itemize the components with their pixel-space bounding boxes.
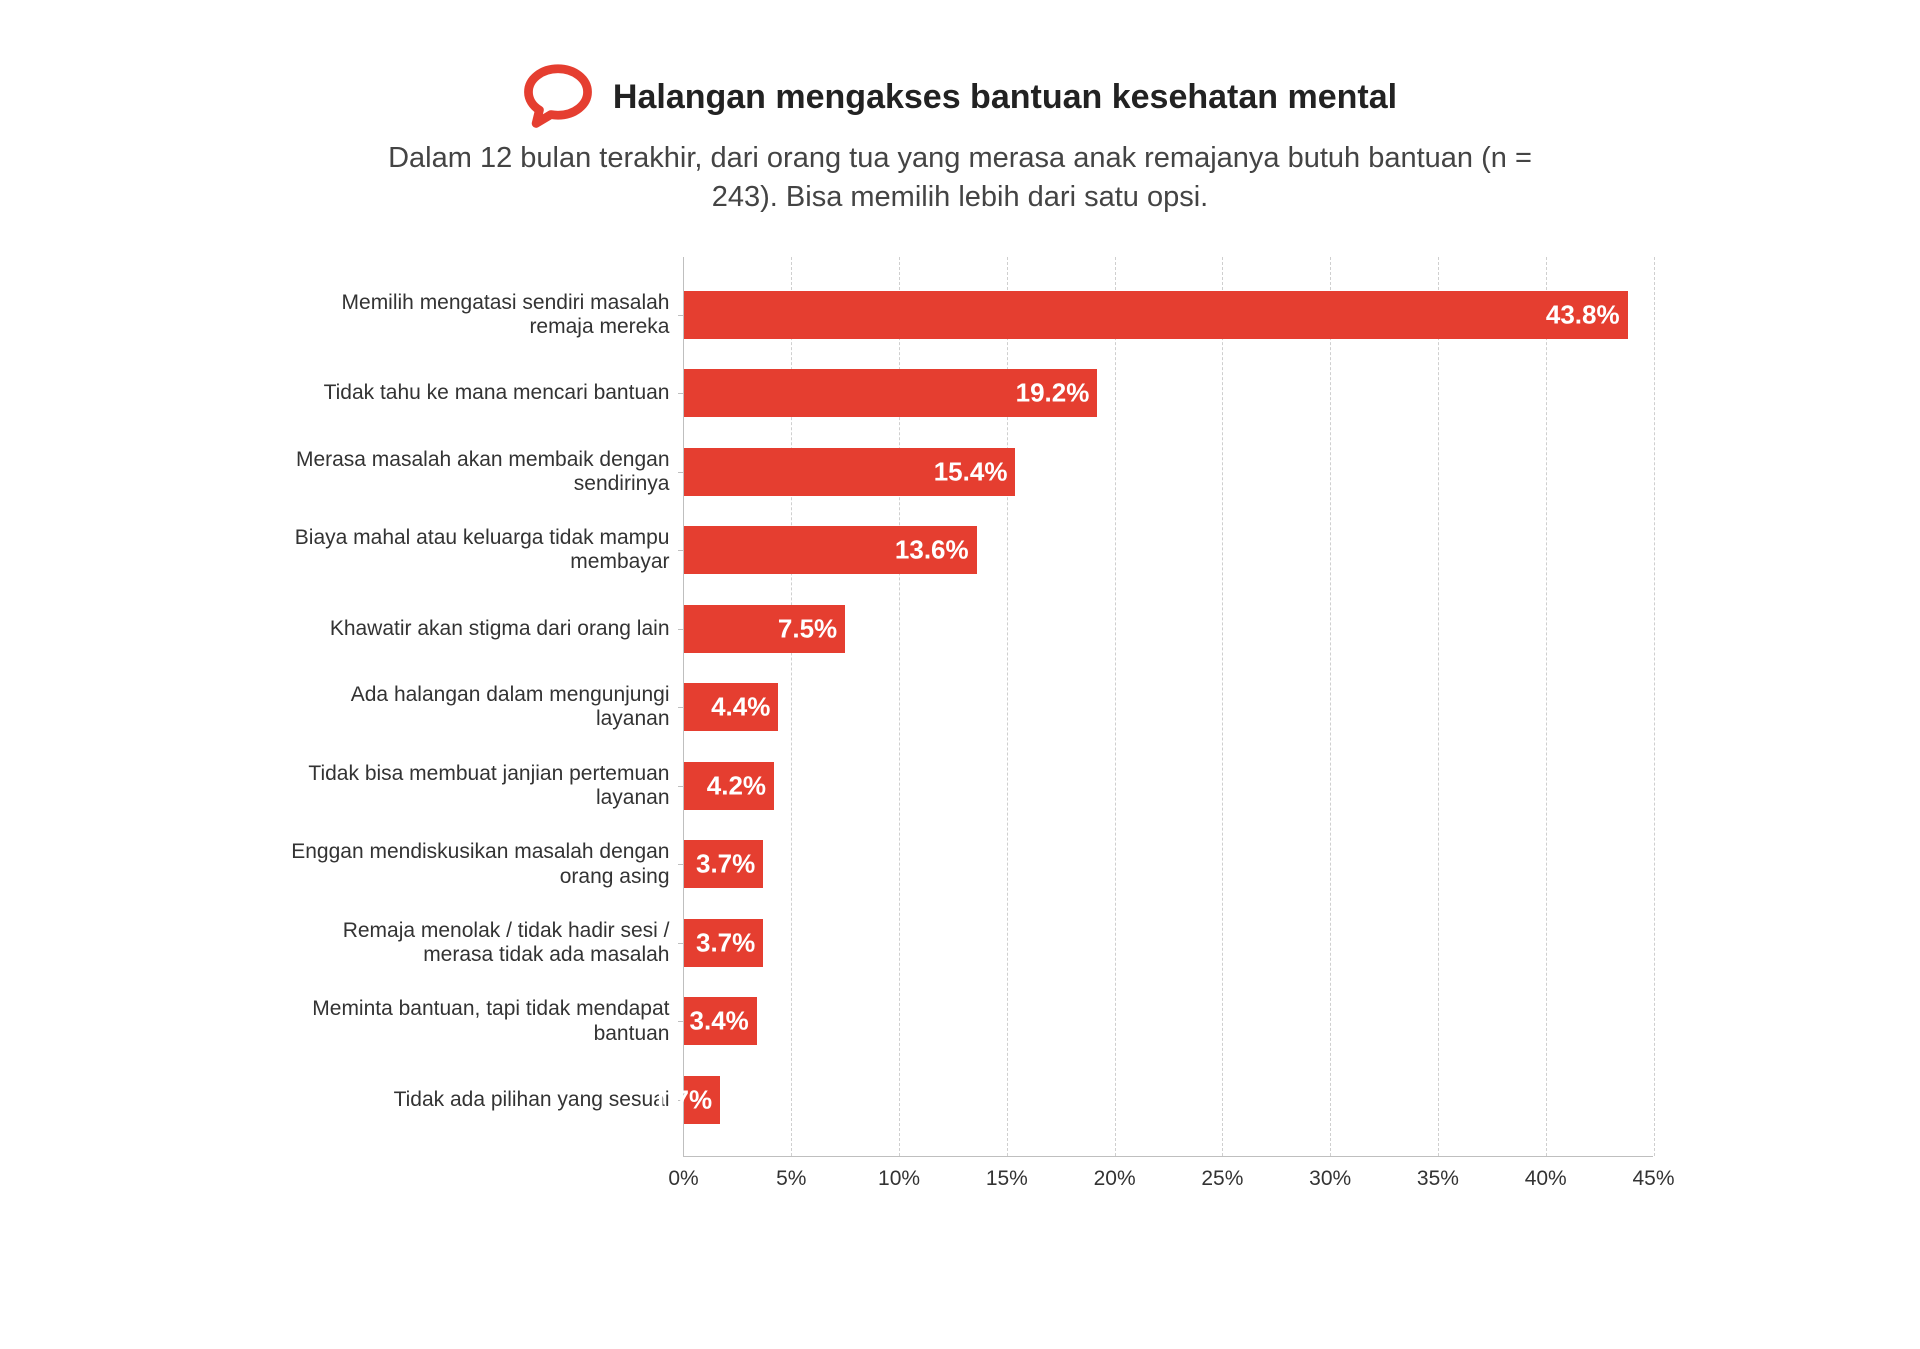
bar-label: Tidak bisa membuat janjian pertemuan lay…: [284, 762, 684, 810]
bar: [684, 291, 1628, 339]
bar-value: 43.8%: [1546, 299, 1620, 330]
bar-value: 13.6%: [895, 535, 969, 566]
x-tick-label: 40%: [1525, 1167, 1567, 1191]
figure-container: Halangan mengakses bantuan kesehatan men…: [0, 0, 1920, 1349]
speech-bubble-icon: [523, 60, 593, 135]
bar-label: Biaya mahal atau keluarga tidak mampu me…: [284, 526, 684, 574]
bar-label: Memilih mengatasi sendiri masalah remaja…: [284, 290, 684, 338]
gridline: [1115, 257, 1116, 1156]
x-tick-label: 35%: [1417, 1167, 1459, 1191]
bar-value: 3.7%: [696, 927, 755, 958]
bar-value: 4.4%: [711, 692, 770, 723]
gridline: [1222, 257, 1223, 1156]
chart-title: Halangan mengakses bantuan kesehatan men…: [613, 78, 1397, 117]
chart-subtitle: Dalam 12 bulan terakhir, dari orang tua …: [360, 139, 1560, 217]
chart-header: Halangan mengakses bantuan kesehatan men…: [360, 60, 1560, 217]
x-tick-label: 45%: [1632, 1167, 1674, 1191]
bar-chart: 0%5%10%15%20%25%30%35%40%45%Memilih meng…: [268, 257, 1653, 1207]
bar-value: 3.7%: [696, 849, 755, 880]
bar-label: Tidak tahu ke mana mencari bantuan: [284, 381, 684, 405]
title-row: Halangan mengakses bantuan kesehatan men…: [360, 60, 1560, 135]
bar-label: Merasa masalah akan membaik dengan sendi…: [284, 448, 684, 496]
bar-value: 1.7%: [653, 1085, 712, 1116]
bar-value: 15.4%: [934, 456, 1008, 487]
x-tick-label: 25%: [1201, 1167, 1243, 1191]
gridline: [1546, 257, 1547, 1156]
x-tick-label: 5%: [776, 1167, 806, 1191]
bar-value: 3.4%: [690, 1006, 749, 1037]
x-tick-label: 10%: [878, 1167, 920, 1191]
bar-label: Ada halangan dalam mengunjungi layanan: [284, 683, 684, 731]
bar-value: 19.2%: [1016, 378, 1090, 409]
gridline: [1330, 257, 1331, 1156]
gridline: [1438, 257, 1439, 1156]
plot-area: 0%5%10%15%20%25%30%35%40%45%Memilih meng…: [683, 257, 1653, 1157]
gridline: [1654, 257, 1655, 1156]
bar-label: Remaja menolak / tidak hadir sesi / mera…: [284, 919, 684, 967]
bar-label: Tidak ada pilihan yang sesuai: [284, 1088, 684, 1112]
bar-label: Enggan mendiskusikan masalah dengan oran…: [284, 840, 684, 888]
bar-label: Khawatir akan stigma dari orang lain: [284, 617, 684, 641]
bar-value: 4.2%: [707, 770, 766, 801]
bar-value: 7.5%: [778, 613, 837, 644]
x-tick-label: 0%: [668, 1167, 698, 1191]
bar-label: Meminta bantuan, tapi tidak mendapat ban…: [284, 997, 684, 1045]
x-tick-label: 20%: [1094, 1167, 1136, 1191]
x-tick-label: 30%: [1309, 1167, 1351, 1191]
x-tick-label: 15%: [986, 1167, 1028, 1191]
